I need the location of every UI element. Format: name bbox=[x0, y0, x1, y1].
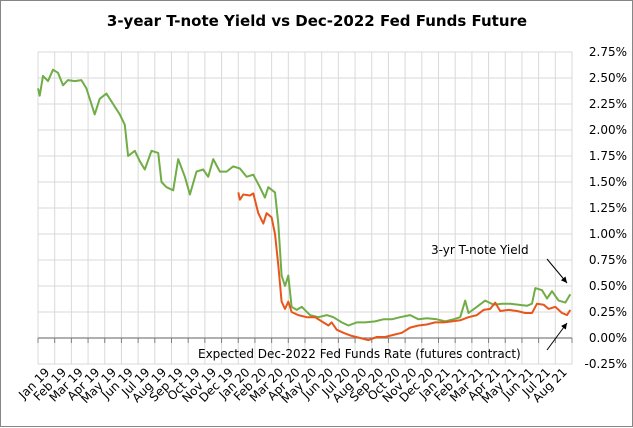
y-tick-label: 0.50% bbox=[589, 279, 627, 293]
series-line-fed-funds-future bbox=[237, 192, 572, 342]
y-tick-label: 2.50% bbox=[589, 71, 627, 85]
y-tick-label: -0.25% bbox=[585, 357, 627, 371]
y-tick-label: 0.25% bbox=[589, 305, 627, 319]
series-lines bbox=[37, 68, 572, 342]
arrow-fedfunds bbox=[546, 322, 568, 351]
annotation-tnote: 3-yr T-note Yield bbox=[431, 243, 529, 257]
y-tick-label: 2.25% bbox=[589, 97, 627, 111]
chart-title: 3-year T-note Yield vs Dec-2022 Fed Fund… bbox=[107, 12, 527, 30]
y-tick-label: 0.00% bbox=[589, 331, 627, 345]
annotation-fedfunds: Expected Dec-2022 Fed Funds Rate (future… bbox=[198, 347, 521, 361]
y-tick-label: 1.25% bbox=[589, 201, 627, 215]
series-line-tnote-yield bbox=[37, 68, 572, 327]
arrow-tnote bbox=[546, 258, 568, 284]
y-tick-label: 0.75% bbox=[589, 253, 627, 267]
y-tick-label: 2.75% bbox=[589, 45, 627, 59]
y-tick-label: 1.50% bbox=[589, 175, 627, 189]
y-tick-label: 2.00% bbox=[589, 123, 627, 137]
y-tick-label: 1.75% bbox=[589, 149, 627, 163]
y-tick-label: 1.00% bbox=[589, 227, 627, 241]
